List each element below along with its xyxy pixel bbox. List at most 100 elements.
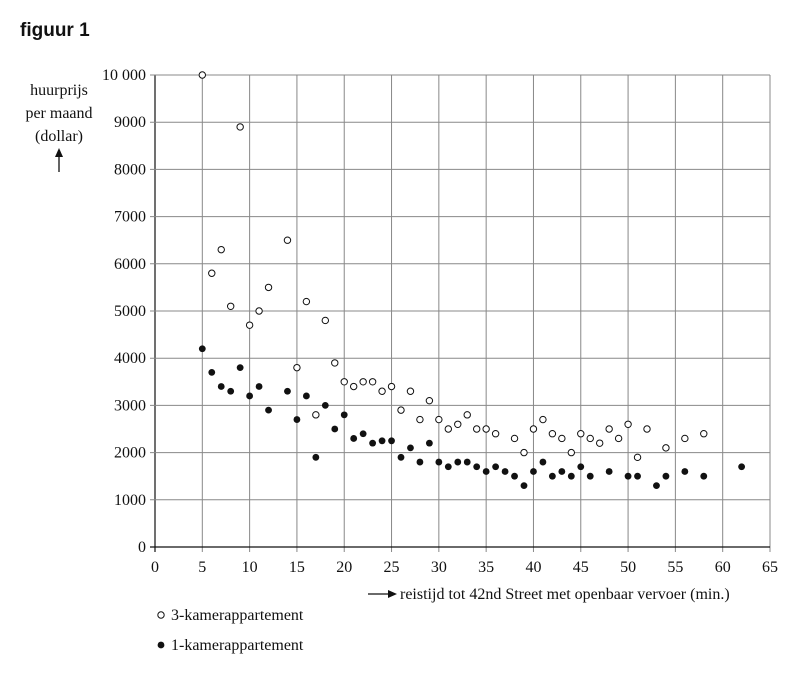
- point-1-kamer: [501, 468, 509, 475]
- x-tick-label: 45: [573, 559, 589, 576]
- y-tick-label: 5000: [114, 303, 146, 320]
- x-tick-label: 5: [198, 559, 206, 576]
- x-tick-label: 60: [715, 559, 731, 576]
- y-tick-label: 7000: [114, 209, 146, 226]
- point-1-kamer: [255, 383, 263, 390]
- legend-label-3-kamer: 3-kamerappartement: [171, 607, 304, 624]
- point-3-kamer: [264, 283, 273, 292]
- point-1-kamer: [463, 458, 471, 466]
- point-1-kamer: [425, 439, 433, 447]
- point-3-kamer: [416, 415, 424, 424]
- point-1-kamer: [454, 458, 462, 466]
- point-3-kamer: [662, 444, 670, 452]
- point-1-kamer: [662, 472, 670, 480]
- y-tick-label: 6000: [114, 256, 146, 273]
- x-tick-label: 65: [762, 559, 778, 576]
- point-3-kamer: [198, 71, 207, 79]
- point-3-kamer: [425, 396, 434, 405]
- point-1-kamer: [416, 458, 424, 466]
- point-1-kamer: [577, 463, 585, 471]
- x-axis-label: reistijd tot 42nd Street met openbaar ve…: [400, 586, 730, 603]
- x-tick-label: 40: [525, 559, 541, 576]
- point-3-kamer: [548, 430, 557, 438]
- point-1-kamer: [246, 392, 254, 400]
- point-1-kamer: [520, 482, 528, 490]
- y-tick-label: 10 000: [102, 67, 146, 84]
- point-1-kamer: [738, 463, 746, 471]
- point-1-kamer: [321, 402, 329, 409]
- point-3-kamer: [359, 378, 367, 386]
- point-1-kamer: [198, 345, 206, 353]
- point-1-kamer: [369, 439, 377, 447]
- y-axis-arrow-icon: [55, 148, 63, 172]
- point-1-kamer: [700, 472, 708, 480]
- x-tick-label: 50: [620, 559, 636, 576]
- point-3-kamer: [283, 236, 292, 244]
- point-3-kamer: [586, 434, 594, 443]
- point-3-kamer: [681, 434, 689, 443]
- point-1-kamer: [482, 468, 490, 475]
- point-3-kamer: [245, 321, 254, 329]
- y-tick-label: 1000: [114, 492, 146, 509]
- point-1-kamer: [340, 411, 348, 419]
- point-1-kamer: [653, 482, 660, 490]
- y-tick-label: 4000: [114, 350, 146, 367]
- point-3-kamer: [378, 387, 386, 395]
- x-tick-label: 10: [242, 559, 258, 576]
- point-1-kamer: [473, 463, 481, 471]
- point-1-kamer: [511, 472, 518, 480]
- point-1-kamer: [331, 425, 339, 433]
- point-3-kamer: [331, 359, 339, 367]
- point-3-kamer: [700, 430, 708, 438]
- point-3-kamer: [567, 448, 576, 457]
- point-3-kamer: [208, 269, 216, 277]
- point-1-kamer: [227, 387, 235, 395]
- point-3-kamer: [255, 307, 263, 315]
- point-1-kamer: [312, 453, 320, 461]
- point-1-kamer: [681, 468, 689, 475]
- x-axis-arrow-icon: [368, 590, 397, 598]
- point-1-kamer: [407, 444, 414, 452]
- point-3-kamer: [529, 425, 538, 433]
- x-tick-label: 15: [289, 559, 305, 576]
- y-tick-label: 0: [138, 539, 146, 556]
- point-1-kamer: [388, 437, 395, 445]
- y-axis-label-line: per maand: [25, 105, 92, 122]
- point-3-kamer: [226, 302, 235, 310]
- point-3-kamer: [520, 448, 528, 457]
- point-3-kamer: [397, 406, 405, 414]
- y-tick-label: 8000: [114, 161, 146, 178]
- point-3-kamer: [387, 382, 396, 391]
- point-3-kamer: [312, 411, 320, 419]
- legend: 3-kamerappartement 1-kamerappartement: [157, 607, 304, 654]
- point-1-kamer: [284, 387, 291, 395]
- point-3-kamer: [624, 420, 632, 428]
- point-1-kamer: [397, 453, 405, 461]
- x-tick-label: 35: [478, 559, 494, 576]
- legend-label-1-kamer: 1-kamerappartement: [171, 637, 304, 654]
- point-3-kamer: [406, 387, 415, 395]
- point-1-kamer: [548, 472, 556, 480]
- point-1-kamer: [530, 468, 537, 475]
- point-3-kamer: [510, 434, 519, 443]
- point-1-kamer: [208, 368, 216, 376]
- point-3-kamer: [463, 411, 471, 419]
- point-1-kamer: [567, 472, 575, 480]
- point-3-kamer: [321, 316, 330, 325]
- point-1-kamer: [539, 458, 547, 466]
- y-tick-label: 3000: [114, 397, 146, 414]
- point-3-kamer: [340, 378, 348, 386]
- point-3-kamer: [302, 297, 311, 306]
- point-1-kamer: [265, 406, 272, 414]
- point-3-kamer: [293, 363, 301, 372]
- point-3-kamer: [454, 420, 462, 428]
- point-3-kamer: [577, 430, 585, 438]
- point-1-kamer: [435, 458, 443, 466]
- point-1-kamer: [605, 468, 613, 475]
- point-3-kamer: [614, 434, 623, 443]
- point-3-kamer: [558, 434, 566, 443]
- point-1-kamer: [634, 472, 641, 480]
- point-1-kamer: [293, 416, 301, 423]
